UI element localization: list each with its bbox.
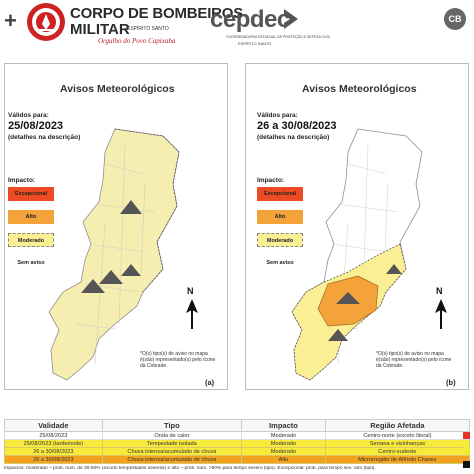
panel-title: Avisos Meteorológicos [302,83,417,95]
warning-rain-icon-2 [121,264,141,276]
warnings-table: Validade Tipo Impacto Região Afetada 25/… [4,419,471,464]
espirito-santo-map-b [291,128,423,381]
legend-moderado: Moderado [257,233,303,247]
north-arrow-icon [435,299,447,329]
cb-badge: CB [444,8,466,30]
cell-regiao: Serrana e vizinhanças [324,439,471,448]
valid-label: Válidos para: [257,112,298,119]
cell-impacto: Moderado [241,447,326,456]
fire-department-seal-icon [27,3,65,41]
table-row: 25/08/2023 (tarde/noite) Tempestade isola… [4,439,471,448]
legend-alto: Alto [8,210,54,224]
legend-alto: Alto [257,210,303,224]
cepdec-state: ESPÍRITO SANTO [238,41,272,46]
panel-label: (b) [446,378,456,387]
cell-regiao: Centro-norte (exceto litoral) [324,431,471,440]
legend-moderado: Moderado [8,233,54,247]
cepdec-subtitle: COORDENADORIA ESTADUAL DE PROTEÇÃO E DEF… [226,35,331,39]
cepdec-arrow-icon [284,9,298,29]
cell-regiao: Centro-sudeste [324,447,471,456]
col-tipo: Tipo [101,419,243,432]
north-label: N [187,286,194,296]
warning-rain-icon-alto [336,292,360,304]
table-header-row: Validade Tipo Impacto Região Afetada [4,419,471,432]
table-row: 25/08/2023 Onda de calor Moderado Centro-no… [4,431,471,440]
decor-square-yellow [463,447,470,454]
cbm-military: MILITAR [70,21,130,38]
legend-sem-aviso: Sem aviso [257,256,303,270]
warning-heat-icon [120,200,142,214]
legend-excepcional: Excepcional [257,187,303,201]
valid-date: 26 a 30/08/2023 [257,120,337,132]
north-arrow-icon [186,299,198,329]
map-panel-b: Avisos Meteorológicos Válidos para: 26 a… [245,63,469,390]
cell-regiao: Microrregião de Alfredo Chaves [324,455,471,464]
details-note: (detalhes na descrição) [257,134,330,141]
cobrade-note: *O(s) tipo(s) de aviso no mapa é(são) re… [376,351,452,369]
cell-tipo: Chuva intensa/acumulado de chuva [101,447,243,456]
legend-sem-aviso: Sem aviso [8,256,54,270]
cbm-state: ESPÍRITO SANTO [127,26,169,32]
cell-impacto: Moderado [241,439,326,448]
cell-validade: 25/08/2023 [4,431,103,440]
cobrade-note: *O(s) tipo(s) de aviso no mapa é(são) re… [140,351,216,369]
panel-label: (a) [205,378,215,387]
details-note: (detalhes na descrição) [8,134,81,141]
legend-title: Impacto: [257,177,285,184]
impact-footnote: Impactos: moderado – prob. num. de 30-50… [4,466,376,471]
warning-rain-icon-moderado-2 [328,329,348,341]
legend-excepcional: Excepcional [8,187,54,201]
cepdec-logo: cepdec [210,6,290,33]
decor-square-black [463,461,470,468]
table-row: 26 a 30/08/2023 Chuva intensa/acumulado d… [4,455,471,464]
cell-impacto: Alto [241,455,326,464]
valid-date: 25/08/2023 [8,120,64,132]
col-validade: Validade [4,419,103,432]
cell-validade: 25/08/2023 (tarde/noite) [4,439,103,448]
cell-tipo: Onda de calor [101,431,243,440]
panel-title: Avisos Meteorológicos [60,83,175,95]
cell-impacto: Moderado [241,431,326,440]
table-row: 26 a 30/08/2023 Chuva intensa/acumulado d… [4,447,471,456]
warning-rain-icon-1 [81,279,105,293]
legend-title: Impacto: [8,177,36,184]
map-panel-a: Avisos Meteorológicos Válidos para: 25/0… [4,63,228,390]
espirito-santo-map-a [48,128,180,381]
north-label: N [436,286,443,296]
plus-sign: + [4,8,17,33]
cell-validade: 26 a 30/08/2023 [4,455,103,464]
col-impacto: Impacto [241,419,326,432]
warning-rain-icon-moderado-1 [386,264,402,274]
cbm-name: CORPO DE BOMBEIROS [70,5,244,22]
decor-square-red [463,432,470,439]
warning-storm-icon [99,270,123,284]
cell-tipo: Tempestade isolada [101,439,243,448]
cell-validade: 26 a 30/08/2023 [4,447,103,456]
cbm-motto: Orgulho do Povo Capixaba [98,37,176,45]
cell-tipo: Chuva intensa/acumulado de chuva [101,455,243,464]
col-regiao: Região Afetada [324,419,471,432]
valid-label: Válidos para: [8,112,49,119]
